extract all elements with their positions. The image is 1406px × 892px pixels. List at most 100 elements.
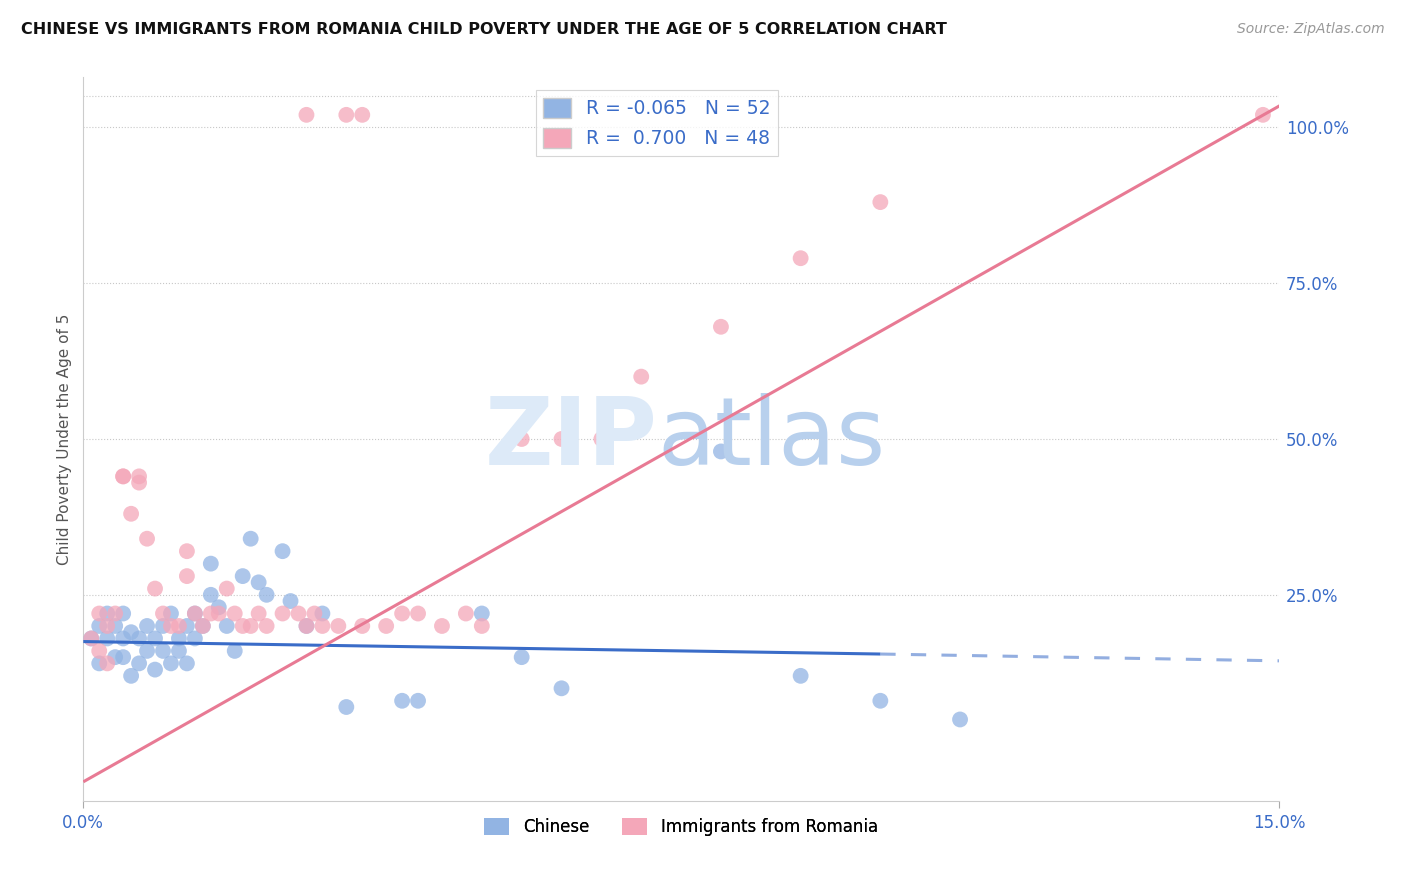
Point: [128, 657, 150, 671]
Point: [287, 607, 309, 621]
Point: [120, 507, 142, 521]
Point: [184, 607, 207, 621]
Point: [789, 669, 811, 683]
Point: [215, 619, 238, 633]
Point: [430, 619, 453, 633]
Point: [710, 319, 733, 334]
Point: [471, 607, 494, 621]
Point: [128, 469, 150, 483]
Point: [136, 532, 159, 546]
Point: [89, 607, 111, 621]
Point: [184, 607, 207, 621]
Point: [104, 650, 127, 665]
Point: [239, 619, 262, 633]
Point: [112, 469, 135, 483]
Point: [128, 632, 150, 646]
Point: [96, 607, 118, 621]
Point: [176, 544, 198, 558]
Point: [152, 607, 174, 621]
Point: [80, 632, 103, 646]
Point: [176, 657, 198, 671]
Point: [200, 557, 222, 571]
Text: atlas: atlas: [657, 393, 886, 485]
Y-axis label: Child Poverty Under the Age of 5: Child Poverty Under the Age of 5: [58, 313, 72, 565]
Point: [471, 619, 494, 633]
Point: [271, 607, 294, 621]
Point: [949, 713, 972, 727]
Point: [311, 619, 333, 633]
Point: [160, 657, 183, 671]
Point: [184, 632, 207, 646]
Point: [200, 588, 222, 602]
Point: [232, 569, 254, 583]
Point: [112, 650, 135, 665]
Point: [224, 607, 246, 621]
Point: [120, 669, 142, 683]
Point: [208, 607, 231, 621]
Point: [510, 650, 533, 665]
Point: [304, 607, 326, 621]
Point: [136, 619, 159, 633]
Point: [247, 607, 270, 621]
Point: [295, 619, 318, 633]
Point: [112, 632, 135, 646]
Point: [239, 532, 262, 546]
Point: [352, 619, 374, 633]
Point: [328, 619, 350, 633]
Text: Source: ZipAtlas.com: Source: ZipAtlas.com: [1237, 22, 1385, 37]
Point: [167, 632, 190, 646]
Point: [167, 619, 190, 633]
Point: [176, 619, 198, 633]
Point: [136, 644, 159, 658]
Legend: Chinese, Immigrants from Romania: Chinese, Immigrants from Romania: [478, 812, 884, 843]
Point: [143, 632, 166, 646]
Point: [143, 663, 166, 677]
Point: [869, 195, 891, 210]
Point: [80, 632, 103, 646]
Point: [176, 569, 198, 583]
Point: [406, 607, 429, 621]
Point: [789, 251, 811, 265]
Point: [112, 607, 135, 621]
Point: [160, 607, 183, 621]
Point: [550, 432, 572, 446]
Point: [89, 657, 111, 671]
Point: [128, 475, 150, 490]
Point: [375, 619, 398, 633]
Point: [120, 625, 142, 640]
Point: [406, 694, 429, 708]
Point: [295, 619, 318, 633]
Point: [215, 582, 238, 596]
Point: [280, 594, 302, 608]
Point: [352, 108, 374, 122]
Point: [710, 444, 733, 458]
Point: [1251, 108, 1274, 122]
Point: [143, 582, 166, 596]
Point: [89, 619, 111, 633]
Point: [224, 644, 246, 658]
Point: [104, 607, 127, 621]
Point: [311, 607, 333, 621]
Point: [391, 607, 413, 621]
Point: [152, 644, 174, 658]
Point: [335, 700, 357, 714]
Point: [191, 619, 214, 633]
Point: [454, 607, 477, 621]
Point: [630, 369, 652, 384]
Point: [89, 644, 111, 658]
Point: [104, 619, 127, 633]
Text: CHINESE VS IMMIGRANTS FROM ROMANIA CHILD POVERTY UNDER THE AGE OF 5 CORRELATION : CHINESE VS IMMIGRANTS FROM ROMANIA CHILD…: [21, 22, 948, 37]
Text: ZIP: ZIP: [484, 393, 657, 485]
Point: [591, 432, 613, 446]
Point: [96, 632, 118, 646]
Point: [550, 681, 572, 696]
Point: [271, 544, 294, 558]
Point: [152, 619, 174, 633]
Point: [256, 619, 278, 633]
Point: [247, 575, 270, 590]
Point: [232, 619, 254, 633]
Point: [96, 657, 118, 671]
Point: [112, 469, 135, 483]
Point: [160, 619, 183, 633]
Point: [167, 644, 190, 658]
